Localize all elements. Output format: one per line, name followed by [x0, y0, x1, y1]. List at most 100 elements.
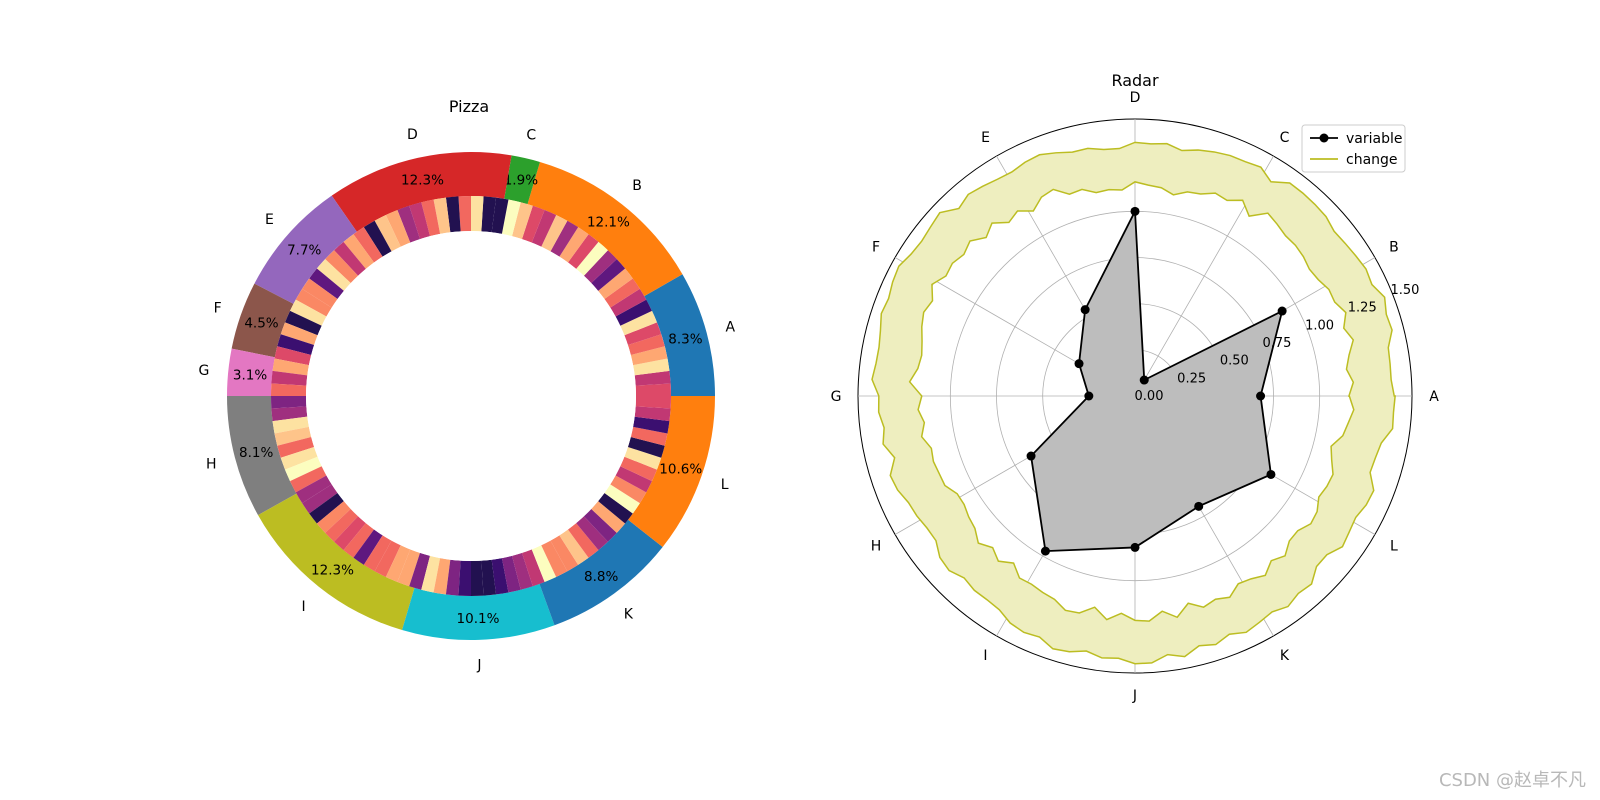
pie-slice-B: [527, 161, 683, 297]
inner-ring-segment: [491, 558, 509, 595]
pie-slice-L: [628, 396, 715, 548]
radial-tick-label: 0.75: [1262, 336, 1291, 351]
donut-hole: [306, 231, 636, 561]
inner-ring-segment: [274, 346, 312, 366]
inner-ring-segment: [272, 416, 309, 434]
inner-ring-segment: [604, 484, 640, 514]
variable-point: [1040, 546, 1050, 556]
inner-ring-segment: [272, 358, 309, 376]
inner-ring-segment: [576, 241, 608, 276]
pie-category-label: D: [407, 127, 418, 143]
radar-category-label: C: [1280, 130, 1290, 146]
radar-chart: Radar A B C D E F G H I J K L 0.00 0.25 0.50 0.75 1.00 1.…: [831, 71, 1440, 704]
radar-category-label: L: [1390, 539, 1398, 555]
radar-category-label: G: [831, 389, 842, 405]
inner-ring-segment: [421, 199, 441, 237]
inner-ring-segment: [627, 334, 665, 355]
inner-ring-segment: [353, 227, 383, 263]
inner-ring-segment: [630, 346, 668, 366]
radar-category-label: I: [983, 648, 987, 664]
inner-ring-segment: [274, 426, 312, 446]
pie-percent-label: 4.5%: [244, 316, 278, 332]
inner-ring-segment: [512, 202, 533, 240]
inner-ring-segment: [280, 446, 318, 470]
inner-ring-segment: [343, 523, 375, 558]
inner-ring-segment: [302, 484, 338, 514]
inner-ring-segment: [583, 250, 617, 284]
radial-tick-label: 1.50: [1390, 283, 1419, 298]
pie-slice-H: [227, 396, 297, 516]
pie-category-label: A: [726, 320, 736, 336]
variable-point: [1130, 542, 1140, 552]
inner-ring-segment: [598, 492, 633, 524]
radial-tick-label: 0.50: [1220, 354, 1249, 369]
inner-ring-segment: [559, 529, 589, 565]
inner-ring-segment: [445, 559, 461, 596]
inner-ring-segment: [363, 535, 392, 572]
inner-ring-segment: [627, 437, 665, 458]
pie-percent-label: 10.1%: [457, 611, 500, 627]
inner-ring-segment: [481, 559, 497, 596]
pie-percent-label: 12.3%: [311, 563, 354, 579]
inner-ring-segment: [385, 210, 411, 247]
variable-point: [1026, 451, 1036, 461]
inner-ring-segment: [521, 549, 545, 587]
radar-category-label: J: [1132, 688, 1137, 704]
variable-point: [1256, 391, 1266, 401]
inner-ring-segment: [604, 278, 640, 308]
inner-ring-segment: [501, 555, 521, 593]
pie-slice-J: [402, 583, 555, 640]
inner-ring-segment: [521, 205, 545, 243]
inner-ring-segment: [634, 406, 671, 422]
inner-ring-segment: [633, 416, 670, 434]
pizza-title: Pizza: [449, 97, 489, 116]
inner-ring-segment: [541, 540, 568, 577]
inner-ring-segment: [458, 196, 471, 232]
watermark: CSDN @赵卓不凡: [1438, 770, 1586, 791]
inner-ring-segment: [271, 383, 307, 396]
pie-category-label: B: [632, 178, 642, 194]
pie-percent-label: 3.1%: [233, 367, 267, 383]
pie-percent-label: 12.3%: [401, 172, 444, 188]
inner-ring-segment: [471, 196, 484, 232]
pie-slice-G: [227, 348, 275, 396]
inner-ring-segment: [583, 508, 617, 542]
inner-ring-segment: [541, 215, 568, 252]
inner-ring-segment: [630, 426, 668, 446]
pie-category-label: J: [476, 657, 481, 673]
inner-ring-segment: [576, 516, 608, 551]
inner-ring-segment: [559, 227, 589, 263]
radar-category-label: H: [871, 539, 882, 555]
pie-slice-E: [254, 195, 357, 304]
pie-category-label: E: [265, 212, 274, 228]
pie-percent-label: 8.8%: [584, 569, 618, 585]
inner-ring-segment: [285, 310, 322, 336]
inner-ring-segment: [531, 210, 557, 247]
inner-ring-segment: [491, 197, 509, 234]
inner-ring-segment: [433, 558, 451, 595]
variable-point: [1074, 359, 1084, 369]
inner-ring-segment: [316, 501, 351, 533]
inner-ring-segment: [277, 437, 315, 458]
radial-tick-label: 1.00: [1305, 318, 1334, 333]
pie-category-label: G: [198, 363, 209, 379]
legend-variable-label: variable: [1346, 131, 1402, 147]
inner-ring-segment: [591, 259, 626, 291]
inner-ring-segment: [343, 234, 375, 269]
inner-ring-segment: [309, 492, 344, 524]
change-inner-line: [908, 181, 1355, 622]
legend-change-label: change: [1346, 152, 1398, 168]
inner-ring-segment: [610, 475, 647, 504]
inner-ring-segment: [290, 466, 327, 493]
inner-ring-segment: [374, 540, 401, 577]
radial-tick-label: 0.25: [1177, 371, 1206, 386]
radar-category-label: A: [1429, 389, 1439, 405]
inner-ring-segment: [610, 288, 647, 317]
pie-percent-label: 1.9%: [504, 173, 538, 189]
inner-ring-segment: [280, 322, 318, 346]
inner-ring-segment: [567, 523, 599, 558]
inner-ring-segment: [633, 358, 670, 376]
variable-point: [1277, 306, 1287, 316]
inner-ring-segment: [353, 529, 383, 565]
